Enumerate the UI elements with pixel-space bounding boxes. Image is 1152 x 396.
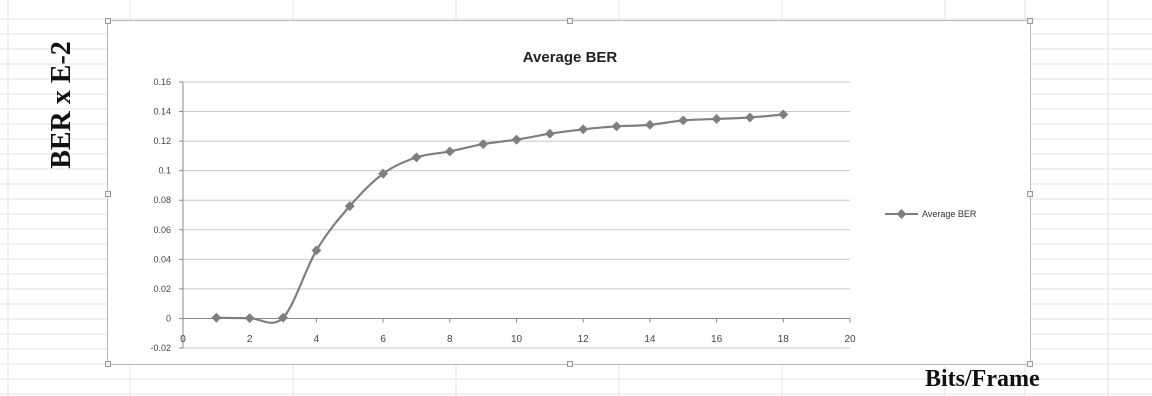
data-point — [211, 312, 222, 323]
x-tick-label: 16 — [711, 334, 723, 345]
data-point — [278, 312, 288, 323]
resize-handle-bottom-left[interactable] — [105, 361, 111, 367]
data-point — [378, 168, 389, 179]
resize-handle-left[interactable] — [105, 191, 111, 197]
y-tick-label: 0.06 — [153, 225, 171, 235]
y-tick-label: 0.1 — [158, 166, 171, 176]
y-tick-label: 0.04 — [153, 254, 171, 264]
legend-label: Average BER — [922, 209, 977, 219]
legend-marker — [896, 209, 907, 219]
data-point — [511, 134, 522, 145]
data-point — [411, 152, 422, 163]
data-point — [778, 109, 789, 120]
data-point — [578, 124, 589, 135]
resize-handle-bottom-right[interactable] — [1027, 361, 1033, 367]
x-tick-label: 4 — [314, 334, 320, 345]
data-point — [745, 112, 755, 123]
data-point — [344, 201, 355, 212]
x-tick-label: 10 — [511, 334, 523, 345]
resize-handle-top-right[interactable] — [1027, 18, 1033, 24]
resize-handle-top-left[interactable] — [105, 18, 111, 24]
chart-area[interactable] — [105, 18, 1033, 367]
data-point — [444, 146, 455, 157]
legend: Average BER — [885, 209, 977, 219]
data-point — [611, 121, 622, 132]
y-tick-label: 0.12 — [153, 136, 171, 146]
y-tick-label: 0.16 — [153, 77, 171, 87]
data-point — [544, 128, 555, 139]
data-point — [311, 245, 322, 256]
resize-handle-top[interactable] — [567, 18, 573, 24]
resize-handle-bottom[interactable] — [567, 361, 573, 367]
x-tick-label: 12 — [578, 334, 590, 345]
y-tick-label: 0.02 — [153, 284, 171, 294]
x-tick-label: 14 — [644, 334, 656, 345]
data-point — [644, 119, 655, 130]
data-point — [244, 313, 255, 324]
y-tick-label: 0.08 — [153, 195, 171, 205]
data-point — [678, 115, 689, 126]
resize-handle-right[interactable] — [1027, 191, 1033, 197]
plot-area: -0.02 0 0.02 0.04 0.06 0.08 0.1 0.12 0.14 0.16 0 2 4… — [150, 77, 856, 353]
data-point — [478, 139, 489, 150]
y-tick-label: 0.14 — [153, 107, 171, 117]
x-tick-label: 8 — [447, 334, 453, 345]
y-tick-label: 0 — [166, 313, 171, 323]
x-tick-label: 2 — [247, 334, 253, 345]
x-axis-caption: Bits/Frame — [925, 366, 1040, 392]
y-tick-label: -0.02 — [150, 343, 171, 353]
x-tick-label: 18 — [778, 334, 790, 345]
y-axis-caption: BER x E-2 — [46, 41, 77, 169]
x-tick-label: 0 — [180, 334, 186, 345]
data-point — [711, 113, 722, 124]
chart-title: Average BER — [523, 49, 618, 66]
x-tick-label: 20 — [844, 334, 856, 345]
series-line — [216, 113, 784, 324]
x-tick-label: 6 — [380, 334, 386, 345]
